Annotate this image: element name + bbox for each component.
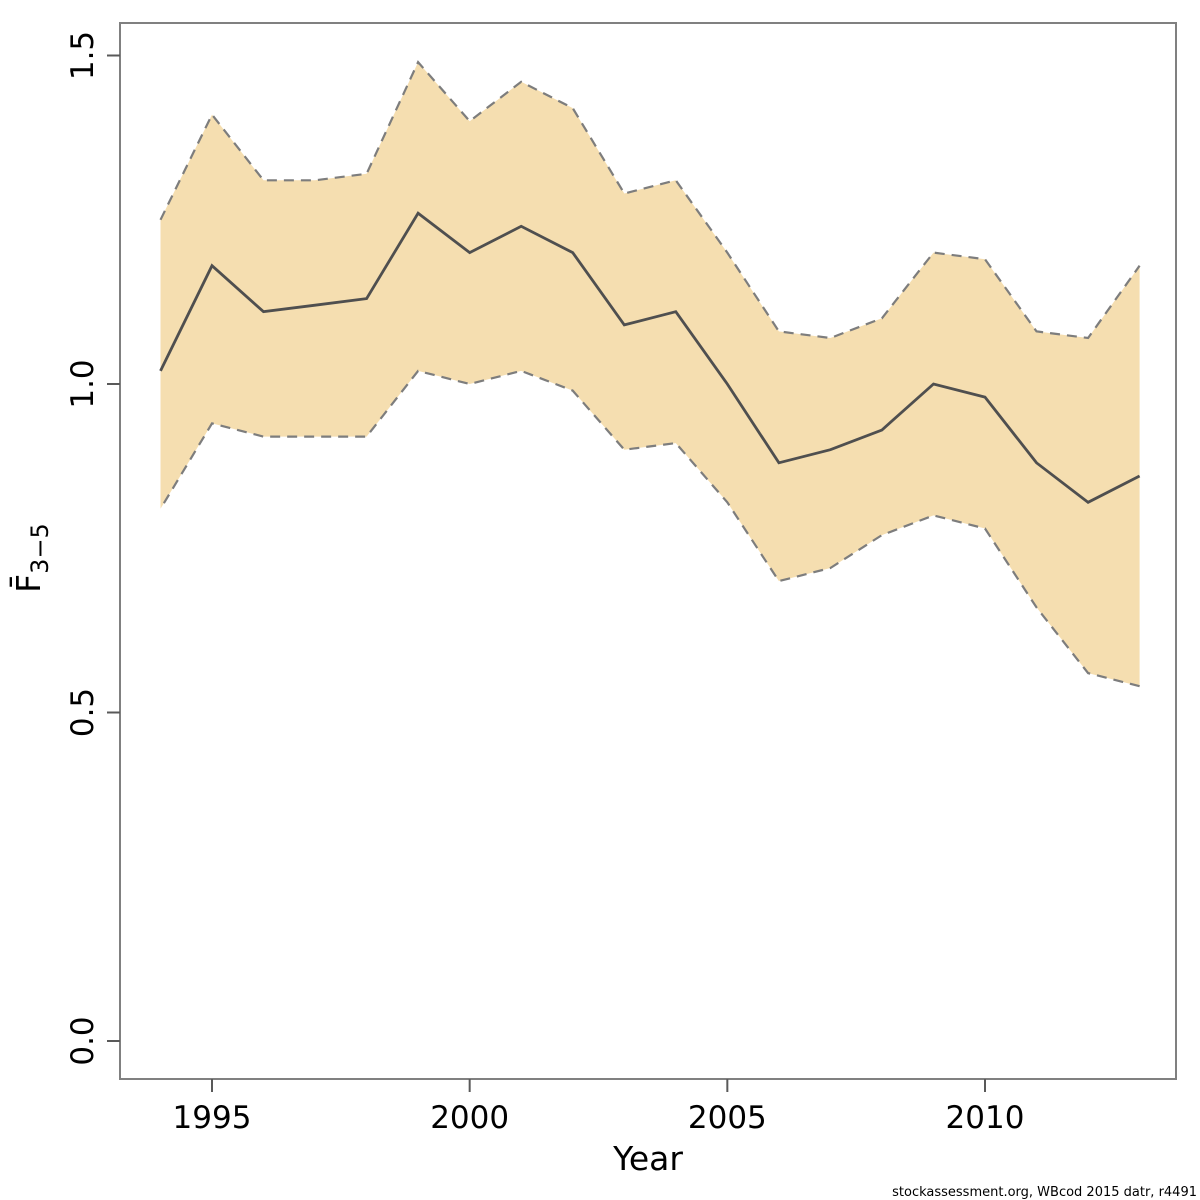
y-axis-title-base: F̄: [8, 574, 48, 593]
upper-ci-line: [159, 60, 1141, 340]
y-tick-label: 1.5: [65, 31, 101, 80]
plot-box: [119, 22, 1177, 1080]
mean-line: [159, 211, 1141, 504]
x-axis-title: Year: [612, 1139, 683, 1178]
y-tick-label: 0.5: [65, 688, 101, 737]
y-axis-title-sub: 3−5: [26, 523, 54, 574]
x-tick-label: 1995: [173, 1100, 252, 1136]
plot-area: 1995 2000 2005 2010 0.0 0.5 1.0 1.5: [65, 22, 1177, 1136]
x-tick-label: 2005: [688, 1100, 767, 1136]
x-tick-label: 2000: [430, 1100, 509, 1136]
lower-ci-line: [159, 369, 1140, 688]
confidence-band: [160, 62, 1140, 687]
y-axis-title: F̄3−5: [8, 523, 54, 593]
x-tick-label: 2010: [946, 1100, 1025, 1136]
y-tick-label: 0.0: [65, 1016, 101, 1065]
y-tick-label: 1.0: [65, 359, 101, 408]
attribution-footer: stockassessment.org, WBcod 2015 datr, r4…: [892, 1185, 1197, 1200]
